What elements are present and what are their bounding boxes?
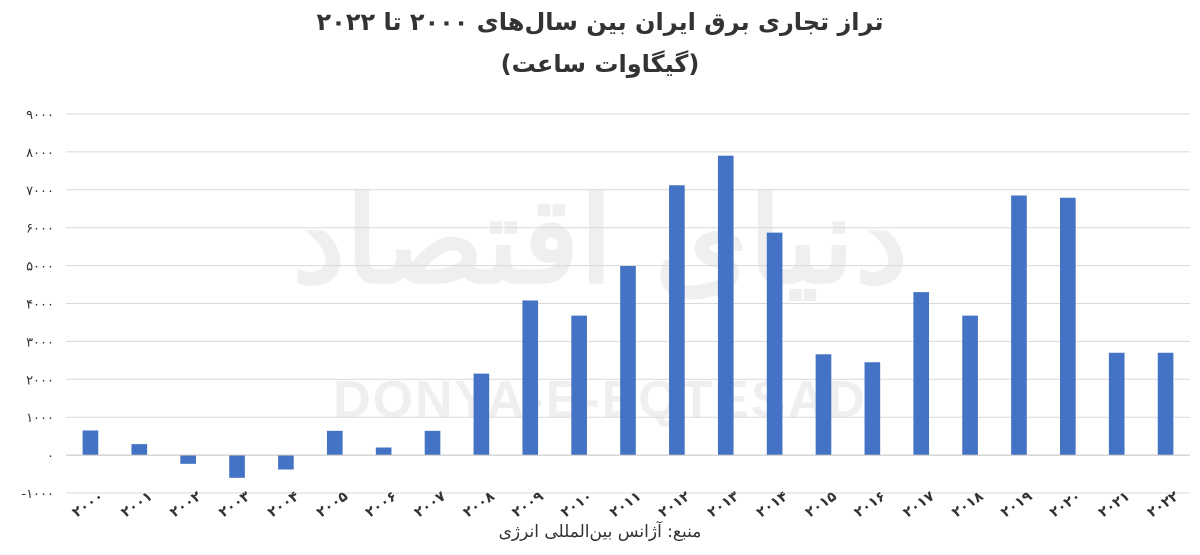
y-tick-label: ۶۰۰۰ [26,222,54,237]
y-tick-label: ۰ [47,449,54,464]
bar [424,430,441,456]
bar [229,455,245,478]
bar [815,354,832,456]
bar [571,315,587,456]
bar [522,300,539,456]
bar [1011,195,1027,456]
bar [717,155,734,456]
y-tick-label: ۸۰۰۰ [26,146,54,161]
chart-title: تراز تجاری برق ایران بین سال‌های ۲۰۰۰ تا… [316,8,884,36]
y-tick-label: ۹۰۰۰ [26,108,54,123]
y-tick-label: ۱۰۰۰ [26,411,54,426]
bar [864,362,881,456]
bar [766,232,783,456]
bar [1060,197,1076,456]
bar [913,292,930,456]
y-tick-label: -۱۰۰۰ [21,487,54,502]
bar [326,430,343,456]
bar [131,444,148,456]
bar [278,455,294,470]
bar [962,315,978,456]
bar [473,373,490,456]
bar [375,447,392,456]
y-tick-label: ۵۰۰۰ [26,260,54,275]
bar [620,265,636,456]
bar [669,185,685,456]
y-tick-label: ۷۰۰۰ [26,184,54,199]
chart-subtitle: (گیگاوات ساعت) [500,50,700,78]
bar [1157,352,1174,456]
y-tick-label: ۴۰۰۰ [26,298,54,313]
bar [1108,352,1125,456]
source-note: منبع: آژانس بین‌المللی انرژی [498,522,702,542]
y-tick-label: ۲۰۰۰ [26,373,54,388]
y-tick-label: ۳۰۰۰ [26,335,54,350]
bar [180,455,196,464]
bar [82,430,99,456]
